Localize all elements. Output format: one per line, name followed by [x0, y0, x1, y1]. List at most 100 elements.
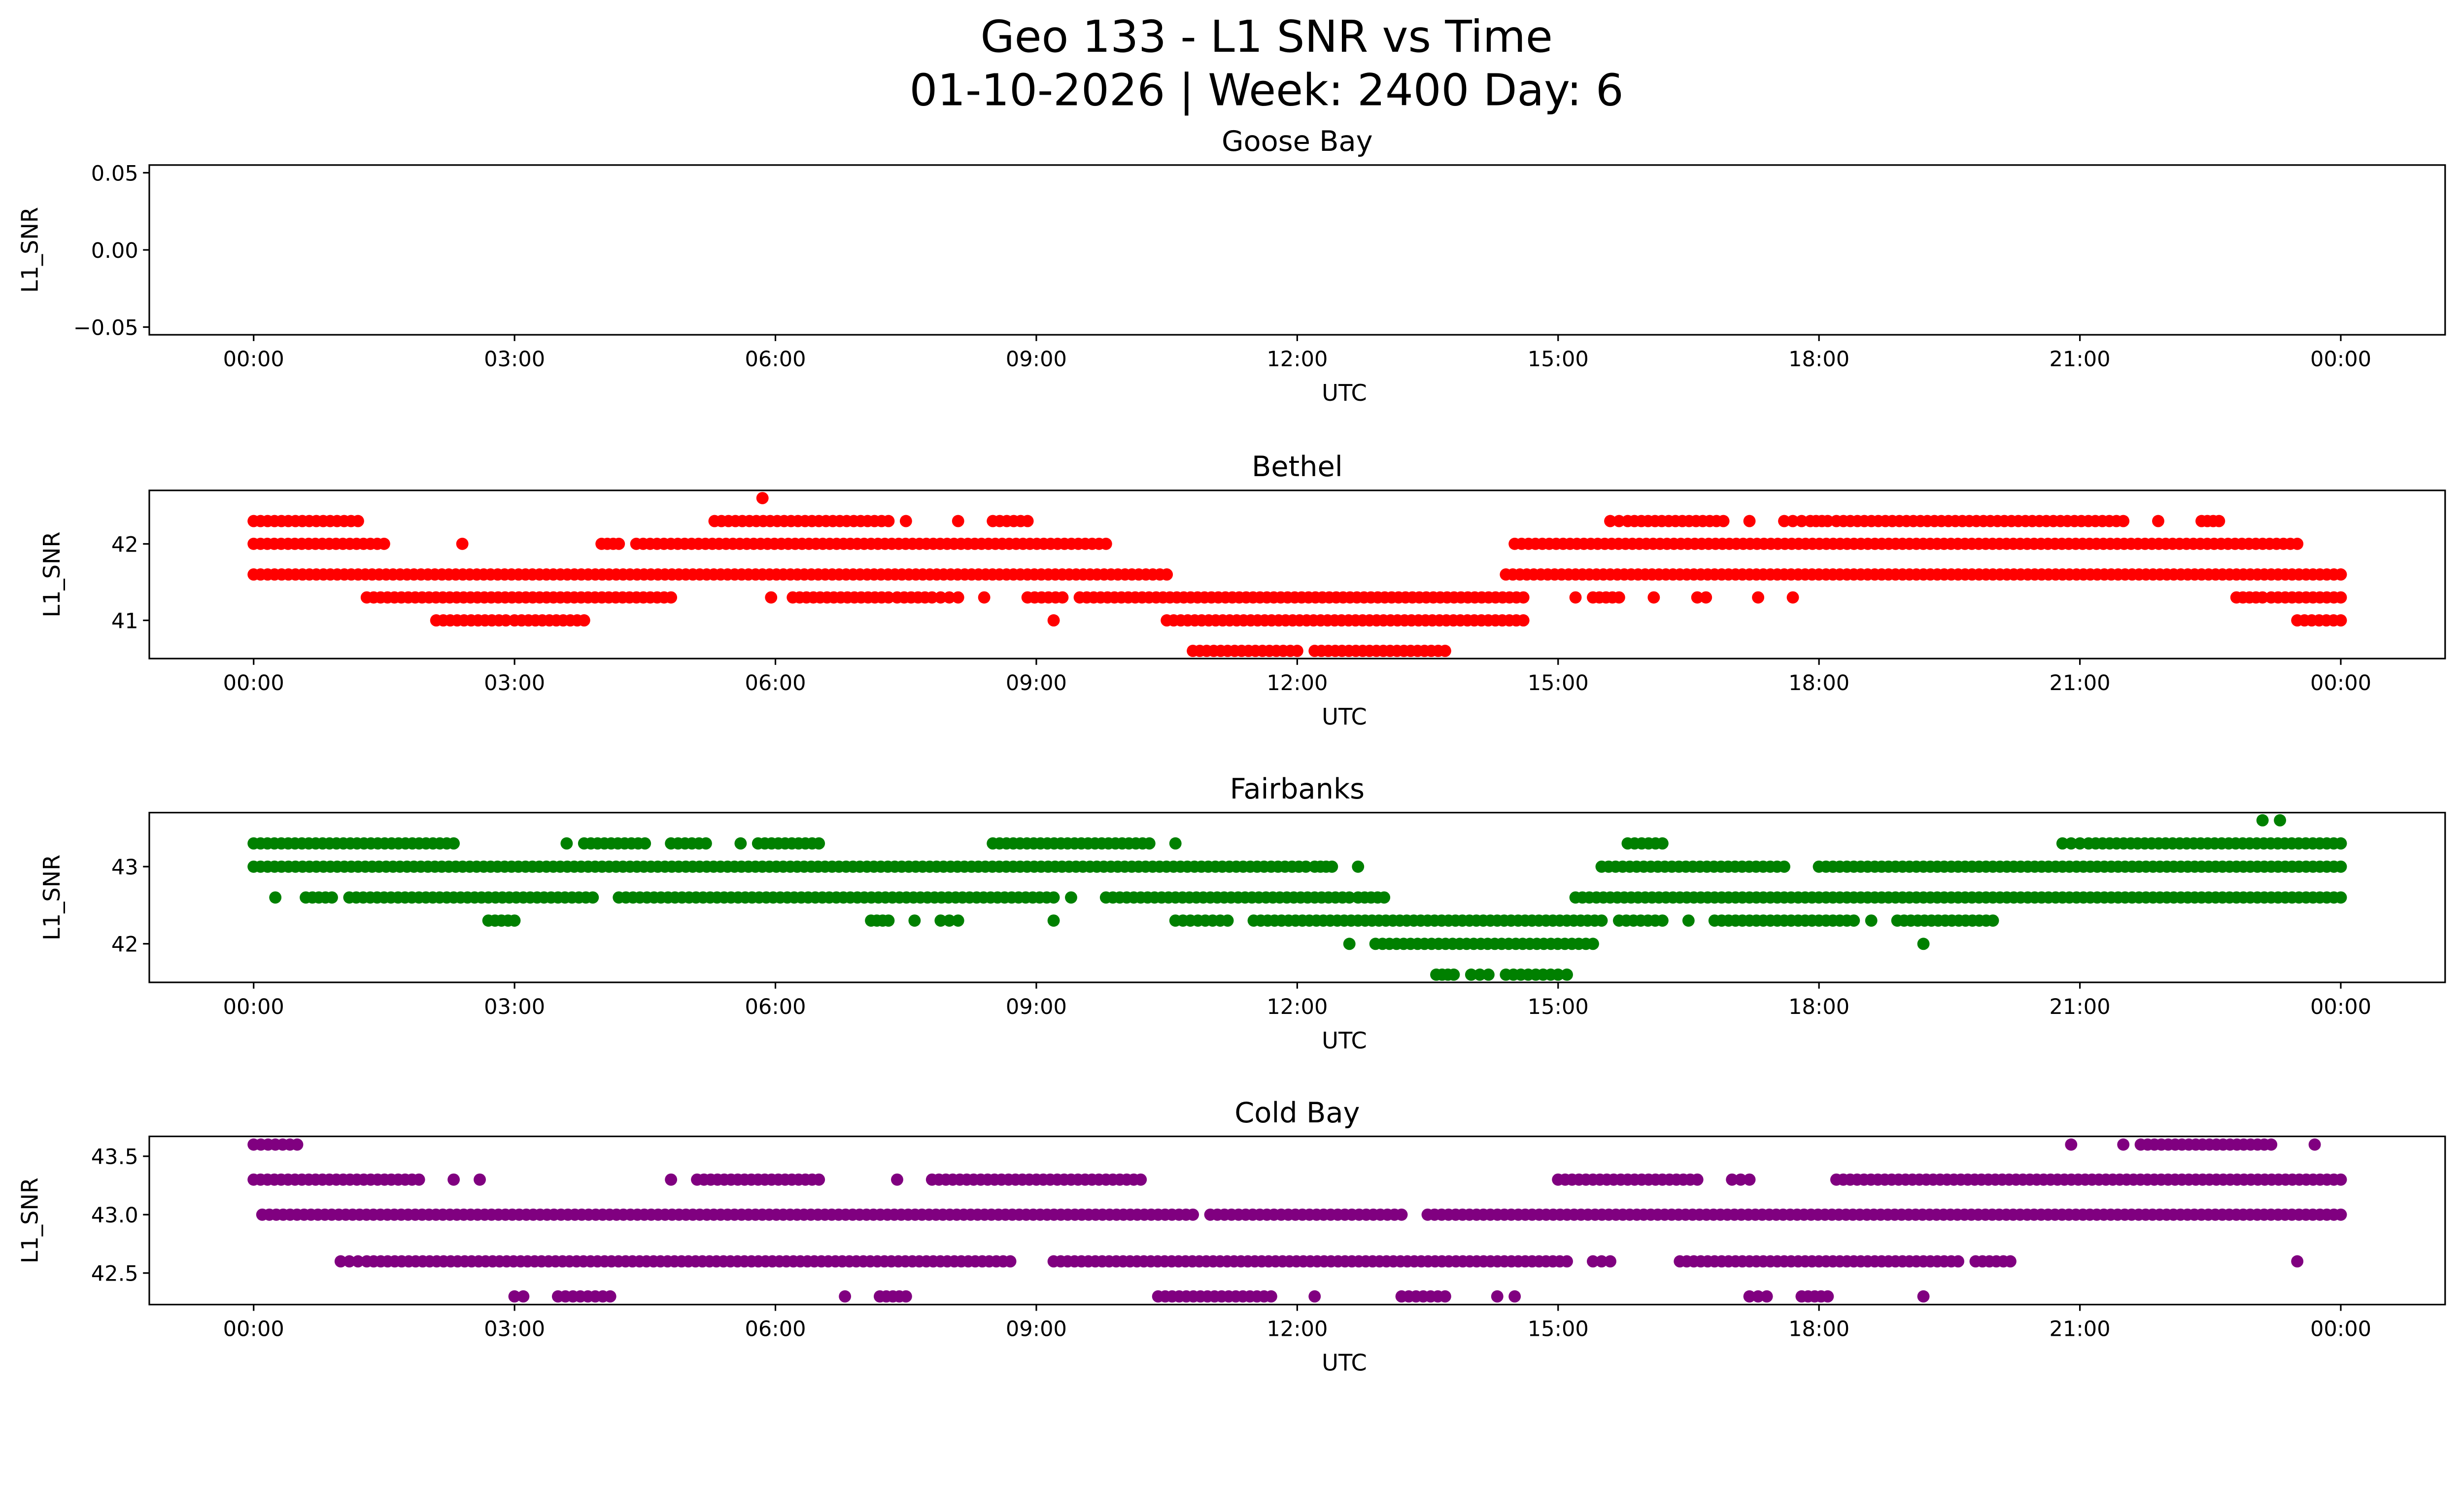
data-point — [517, 1290, 530, 1303]
data-point — [1656, 914, 1669, 927]
data-point — [1465, 968, 1477, 981]
data-point — [1848, 914, 1860, 927]
y-tick-label: 43 — [111, 855, 138, 880]
x-tick-label: 00:00 — [2310, 1317, 2371, 1341]
data-point — [2117, 1138, 2130, 1151]
y-tick-label: 42 — [111, 532, 138, 557]
subplot-title: Cold Bay — [1234, 1096, 1360, 1129]
subplot-bethel: Bethel 00:00 03:00 06:00 09:00 12:00 15:00 18:0… — [38, 450, 2446, 730]
data-point — [1099, 537, 1112, 550]
data-point — [474, 1173, 486, 1186]
data-point — [1326, 860, 1338, 873]
x-tick-label: 12:00 — [1266, 1317, 1328, 1341]
data-point — [1343, 891, 1356, 904]
x-tick-label: 12:00 — [1266, 347, 1328, 372]
y-axis-label: L1_SNR — [38, 531, 65, 617]
data-point — [2334, 568, 2347, 581]
subplot-title: Fairbanks — [1230, 772, 1365, 805]
data-point — [1604, 515, 1616, 527]
x-tick-label: 00:00 — [223, 1317, 284, 1341]
data-point — [326, 891, 338, 904]
data-point — [943, 914, 956, 927]
y-tick-label: 0.05 — [91, 161, 138, 186]
data-point — [1595, 1255, 1608, 1268]
data-point — [813, 837, 825, 850]
data-point — [1134, 1173, 1147, 1186]
data-point — [500, 614, 512, 627]
data-point — [604, 1290, 616, 1303]
data-point — [1265, 1290, 1277, 1303]
data-point — [925, 591, 938, 604]
data-point — [508, 1290, 521, 1303]
data-point — [2074, 837, 2087, 850]
data-point — [2334, 1208, 2347, 1221]
data-point — [1656, 837, 1669, 850]
data-point — [1595, 914, 1608, 927]
x-tick-label: 18:00 — [1788, 1317, 1849, 1341]
x-tick-label: 21:00 — [2050, 347, 2111, 372]
x-tick-label: 00:00 — [2310, 347, 2371, 372]
data-point — [1482, 968, 1495, 981]
y-axis-label: L1_SNR — [17, 207, 43, 293]
data-point — [1760, 1290, 1773, 1303]
data-point — [1604, 1255, 1616, 1268]
x-tick-label: 03:00 — [484, 671, 545, 695]
data-point — [882, 591, 895, 604]
data-point — [899, 1290, 912, 1303]
data-point — [1734, 1173, 1747, 1186]
data-point — [952, 515, 964, 527]
data-point — [269, 891, 282, 904]
data-point — [2152, 515, 2164, 527]
data-point — [377, 537, 390, 550]
subplots: Goose Bay 00:00 03:00 06:00 09:00 12:00 15:00 1… — [17, 125, 2446, 1376]
data-point — [1691, 1173, 1704, 1186]
data-point — [1778, 515, 1790, 527]
data-point — [1065, 891, 1077, 904]
data-point — [1221, 914, 1234, 927]
data-point — [456, 537, 469, 550]
data-point — [1047, 914, 1060, 927]
data-point — [1169, 837, 1182, 850]
data-point — [586, 891, 599, 904]
data-point — [447, 837, 460, 850]
data-point — [1491, 1290, 1504, 1303]
x-tick-label: 15:00 — [1528, 995, 1589, 1019]
x-tick-label: 00:00 — [2310, 671, 2371, 695]
data-point — [934, 914, 947, 927]
x-tick-label: 06:00 — [745, 995, 806, 1019]
x-tick-label: 03:00 — [484, 995, 545, 1019]
y-axis-label: L1_SNR — [38, 855, 65, 940]
x-tick-label: 06:00 — [745, 1317, 806, 1341]
data-point — [447, 1173, 460, 1186]
data-point — [1743, 515, 1756, 527]
data-point — [882, 914, 895, 927]
data-points — [247, 814, 2347, 981]
data-point — [1778, 860, 1790, 873]
data-point — [2291, 537, 2304, 550]
y-tick-label: 0.00 — [91, 239, 138, 263]
data-point — [1004, 1255, 1017, 1268]
data-point — [1438, 1290, 1451, 1303]
data-point — [1561, 1255, 1573, 1268]
data-point — [2004, 1255, 2017, 1268]
data-points — [247, 1138, 2347, 1303]
x-tick-label: 00:00 — [223, 995, 284, 1019]
y-tick-label: 41 — [111, 609, 138, 633]
x-tick-label: 09:00 — [1006, 1317, 1067, 1341]
data-point — [2334, 891, 2347, 904]
x-tick-label: 09:00 — [1006, 347, 1067, 372]
data-point — [1726, 1173, 1739, 1186]
data-point — [2065, 837, 2078, 850]
x-tick-label: 15:00 — [1528, 671, 1589, 695]
x-tick-label: 18:00 — [1788, 347, 1849, 372]
data-point — [2308, 1138, 2321, 1151]
data-point — [2065, 1138, 2078, 1151]
data-point — [412, 1173, 425, 1186]
data-point — [508, 914, 521, 927]
data-point — [978, 591, 991, 604]
data-point — [1587, 1255, 1599, 1268]
data-point — [2256, 814, 2269, 827]
x-axis-label: UTC — [1322, 1027, 1367, 1054]
data-point — [1561, 968, 1573, 981]
data-point — [891, 1173, 903, 1186]
